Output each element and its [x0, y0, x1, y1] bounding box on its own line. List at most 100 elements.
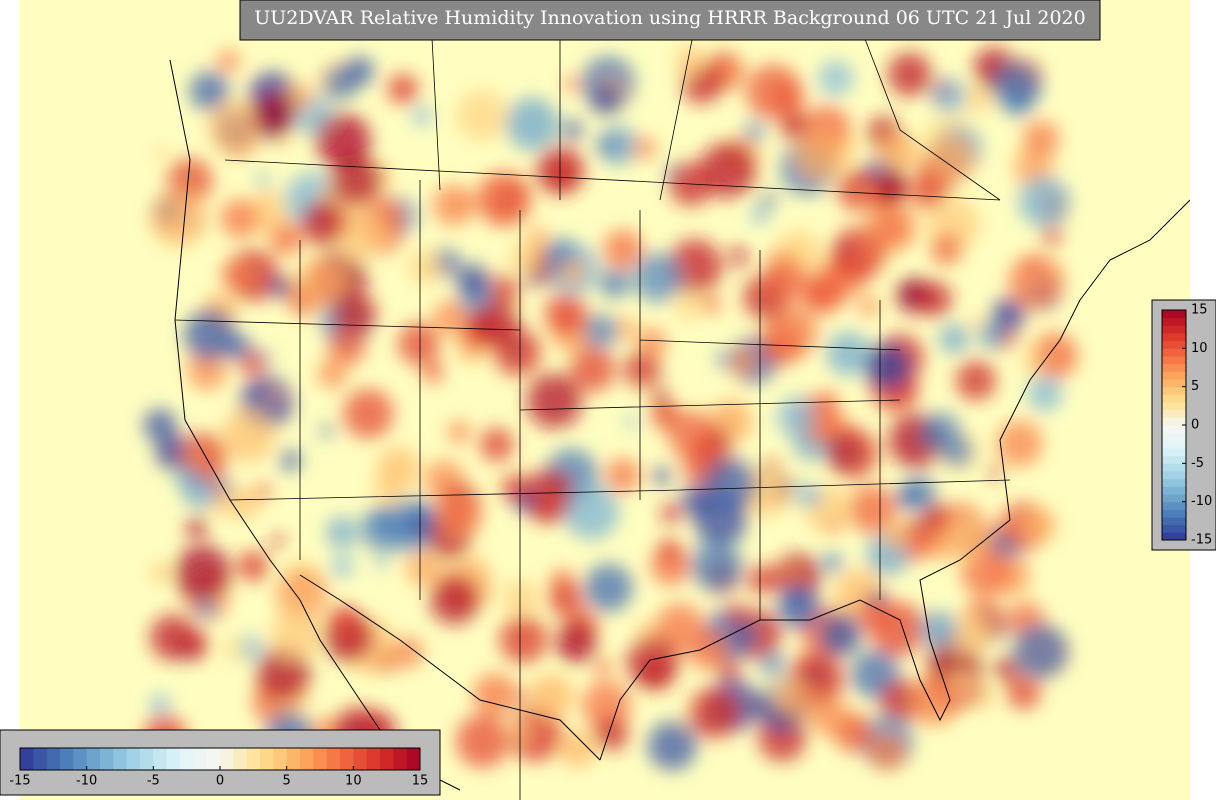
field-patch	[988, 465, 1002, 479]
field-patch	[745, 64, 802, 120]
colorbar-step	[273, 748, 288, 770]
field-patch	[916, 281, 952, 318]
field-patch	[910, 175, 945, 211]
field-patch	[720, 59, 744, 84]
field-patch	[681, 485, 712, 517]
field-patch	[226, 487, 259, 521]
colorbar-step	[193, 748, 208, 770]
tick-label: 5	[1191, 379, 1199, 394]
field-patch	[296, 257, 346, 307]
field-patch	[780, 111, 810, 141]
colorbar-step	[300, 748, 314, 770]
field-patch	[1022, 120, 1060, 158]
title: UU2DVAR Relative Humidity Innovation usi…	[254, 7, 1086, 29]
tick-label: 10	[345, 774, 362, 789]
colorbar-step	[1162, 440, 1186, 449]
field-patch	[801, 268, 847, 314]
field-patch	[521, 469, 576, 523]
field-patch	[505, 97, 559, 151]
field-patch	[776, 396, 818, 438]
field-patch	[744, 121, 765, 142]
field-patch	[761, 193, 776, 208]
field-patch	[555, 622, 597, 663]
colorbar-step	[20, 748, 34, 770]
field-patch	[603, 229, 643, 270]
field-patch	[220, 198, 261, 239]
field-patch	[1013, 624, 1068, 679]
field-patch	[476, 171, 532, 227]
colorbar-step	[380, 748, 394, 770]
tick-label: -5	[1191, 456, 1204, 471]
field-patch	[964, 84, 992, 112]
field-patch	[544, 293, 586, 335]
field-patch	[626, 636, 680, 689]
colorbar-step	[1162, 425, 1186, 434]
colorbar-step	[206, 748, 221, 770]
field-patch	[499, 615, 548, 664]
colorbar-step	[1162, 363, 1186, 372]
field-patch	[857, 595, 895, 634]
field-patch	[794, 130, 845, 181]
field-patch	[932, 78, 967, 113]
colorbar-step	[340, 748, 354, 770]
colorbar-step	[1162, 409, 1186, 418]
field-patch	[715, 350, 733, 368]
colorbar-step	[1162, 448, 1186, 457]
field-patch	[653, 467, 671, 485]
field-patch	[211, 495, 230, 514]
colorbar-step	[1162, 325, 1186, 334]
field-patch	[826, 331, 871, 376]
field-patch	[344, 56, 375, 86]
field-patch	[821, 552, 843, 574]
field-patch	[317, 359, 347, 389]
field-patch	[784, 565, 801, 582]
field-patch	[328, 328, 366, 365]
field-patch	[760, 651, 785, 677]
colorbar-step	[353, 748, 368, 770]
field-patch	[143, 408, 177, 442]
colorbar-step	[1162, 494, 1186, 503]
field-patch	[590, 83, 622, 115]
colorbar-step	[1162, 348, 1186, 357]
field-patch	[633, 136, 657, 160]
tick-label: 10	[1191, 341, 1208, 356]
field-patch	[633, 252, 683, 303]
colorbar-step	[1162, 340, 1186, 349]
colorbar-step	[1162, 386, 1186, 395]
field-patch	[817, 60, 854, 97]
field-patch	[877, 131, 919, 173]
field-patch	[255, 483, 271, 500]
colorbar-step	[1162, 532, 1186, 541]
field-patch	[623, 351, 661, 389]
field-patch	[196, 598, 216, 619]
field-patch	[908, 673, 961, 726]
field-patch	[279, 449, 302, 472]
field-patch	[253, 92, 297, 137]
field-patch	[704, 457, 757, 511]
colorbar-step	[33, 748, 48, 770]
field-patch	[275, 568, 329, 621]
field-patch	[564, 76, 580, 92]
v-colorbar: -15 -10 -5 0 5 10 15	[1161, 303, 1212, 548]
colorbar-step	[406, 748, 421, 770]
field-patch	[434, 491, 483, 540]
field-patch	[688, 687, 740, 739]
field-patch	[996, 420, 1043, 467]
colorbar-step	[1162, 356, 1186, 365]
field-patch	[864, 343, 911, 390]
field-patch	[828, 520, 841, 533]
colorbar-step	[366, 748, 381, 770]
field-patch	[187, 350, 227, 390]
field-patch	[432, 184, 475, 226]
field-patch	[269, 221, 303, 256]
field-patch	[939, 323, 969, 354]
field-patch	[301, 200, 347, 246]
colorbar-step	[1162, 317, 1186, 326]
field-patch	[637, 327, 668, 358]
field-patch	[599, 268, 630, 299]
field-patch	[529, 674, 574, 719]
field-patch	[184, 309, 236, 361]
colorbar-step	[233, 748, 248, 770]
colorbar-step	[1162, 501, 1186, 510]
tick-label: -15	[1191, 533, 1212, 548]
